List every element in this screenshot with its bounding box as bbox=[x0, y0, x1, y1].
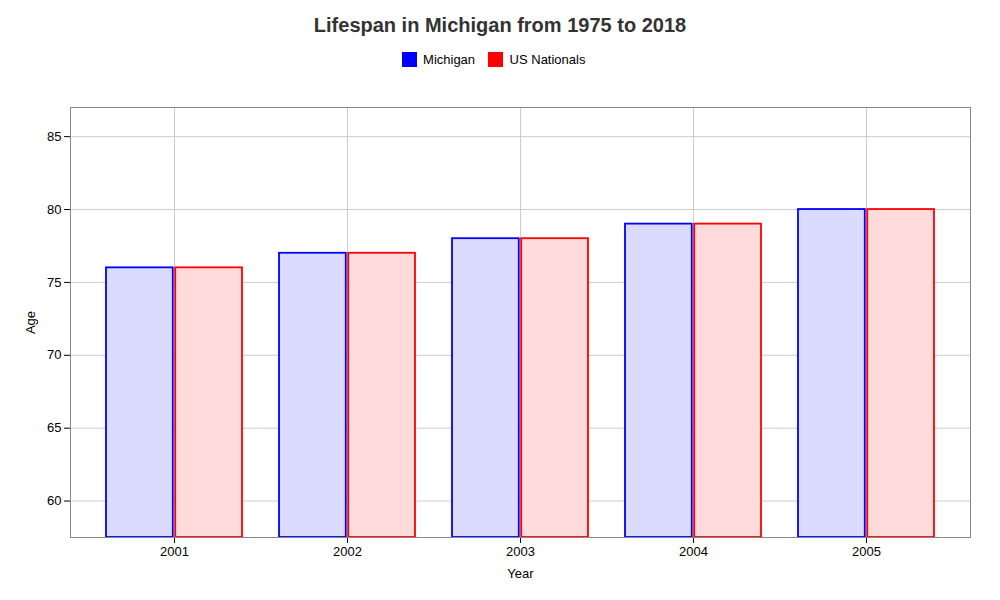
svg-text:2005: 2005 bbox=[852, 543, 881, 558]
html-text:Michigan: Michigan bbox=[423, 52, 476, 67]
svg-text:60: 60 bbox=[47, 493, 61, 508]
svg-text:75: 75 bbox=[47, 274, 61, 289]
svg-text:80: 80 bbox=[47, 201, 61, 216]
svg-text:2001: 2001 bbox=[160, 543, 189, 558]
svg-text:Year: Year bbox=[507, 565, 534, 580]
svg-text:2003: 2003 bbox=[506, 543, 535, 558]
html-text:Lifespan in Michigan from 1975: Lifespan in Michigan from 1975 to 2018 bbox=[313, 14, 687, 36]
svg-text:65: 65 bbox=[47, 420, 61, 435]
svg-text:85: 85 bbox=[47, 128, 61, 143]
svg-text:2002: 2002 bbox=[333, 543, 362, 558]
html-text:US Nationals: US Nationals bbox=[509, 52, 586, 67]
svg-text:Age: Age bbox=[23, 310, 38, 333]
svg-text:70: 70 bbox=[47, 347, 61, 362]
svg-text:2004: 2004 bbox=[679, 543, 708, 558]
